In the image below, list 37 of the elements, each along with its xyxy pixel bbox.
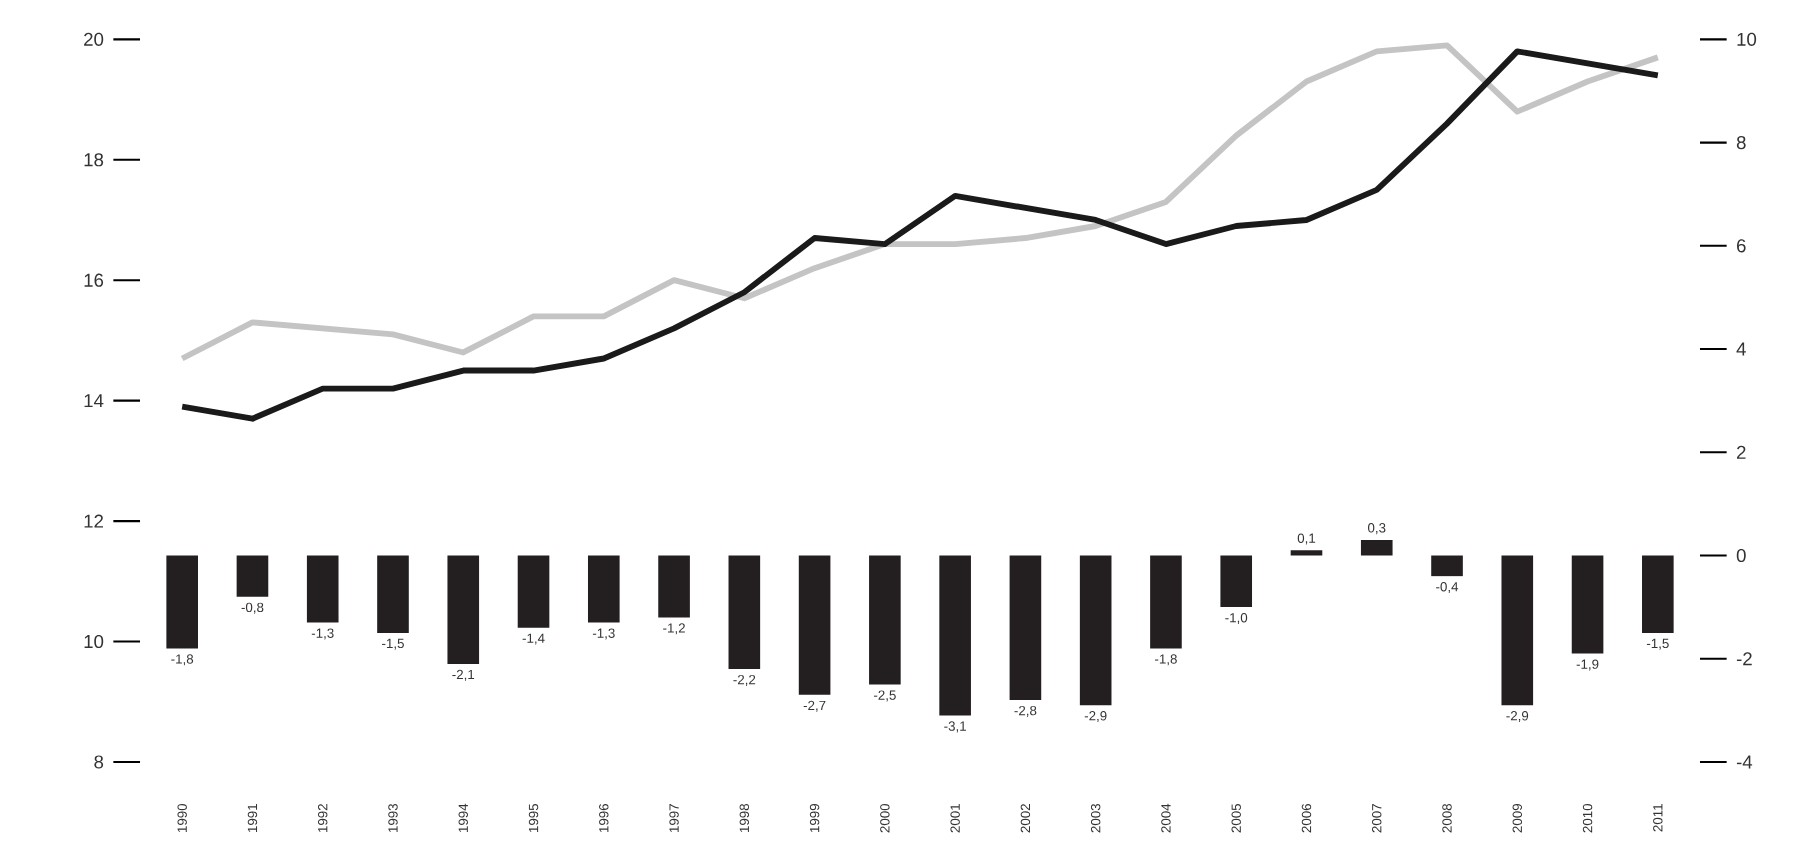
- y2-tick-label: -2: [1736, 652, 1752, 666]
- y2-tick-label: 6: [1737, 239, 1746, 253]
- y-tick-label: 18: [84, 153, 104, 167]
- bar: [869, 555, 901, 685]
- bar: [658, 555, 690, 618]
- y2-tick-label: 8: [1736, 135, 1746, 150]
- bar: [728, 555, 761, 670]
- y2-tick-label: 2: [1736, 445, 1746, 459]
- bar: [1501, 555, 1534, 706]
- y-tick-label: 16: [84, 273, 104, 287]
- bar: [798, 555, 831, 695]
- bar: [1642, 555, 1674, 633]
- bar: [1079, 555, 1112, 706]
- bar: [1571, 555, 1604, 654]
- bar: [1290, 550, 1323, 556]
- bar: [166, 555, 198, 649]
- bar: [939, 555, 971, 716]
- y-tick-label: 12: [84, 514, 103, 528]
- y2-tick-label: 0: [1736, 548, 1746, 563]
- y-tick-label: 20: [84, 32, 104, 46]
- bar: [236, 555, 269, 597]
- bar: [1150, 555, 1182, 649]
- y2-tick-label: -4: [1736, 755, 1753, 769]
- bar: [1431, 555, 1463, 577]
- y2-tick-label: 10: [1737, 32, 1757, 46]
- y-tick-label: 8: [94, 755, 104, 769]
- y-tick-label: 14: [84, 394, 104, 408]
- bar: [587, 555, 620, 623]
- y-tick-label: 10: [84, 634, 104, 649]
- bar: [517, 555, 550, 628]
- bar: [447, 555, 480, 664]
- bar: [306, 555, 339, 623]
- bar: [1009, 555, 1042, 701]
- bar: [1220, 555, 1253, 608]
- y2-tick-label: 4: [1736, 342, 1746, 356]
- bar: [1360, 540, 1393, 556]
- bar: [377, 555, 409, 633]
